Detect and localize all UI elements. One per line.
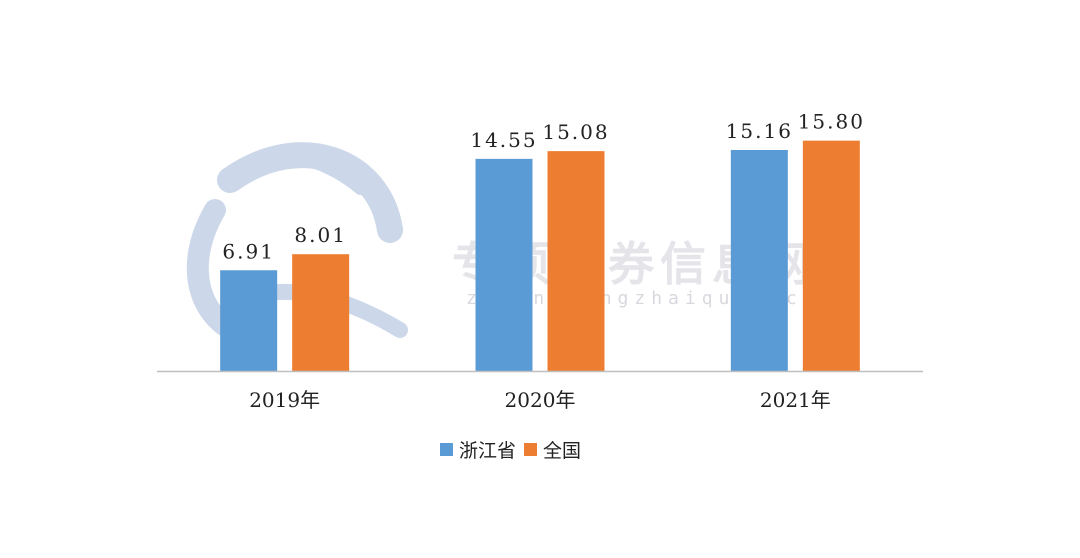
data-label-1-1: 6.91 xyxy=(222,239,275,263)
legend-swatch-series-1 xyxy=(440,443,453,456)
x-tick-label-2: 2020年 xyxy=(505,388,576,412)
x-tick-label-3: 2021年 xyxy=(760,388,831,412)
data-label-2-2: 15.08 xyxy=(542,120,609,144)
bar-1-3 xyxy=(730,149,788,371)
legend-label-series-1: 浙江省 xyxy=(459,440,517,462)
legend-label-series-2: 全国 xyxy=(543,440,582,462)
bar-1-1 xyxy=(220,270,278,371)
bar-2-3 xyxy=(802,140,860,371)
legend-item-series-1: 浙江省 xyxy=(440,436,516,463)
data-label-1-3: 15.16 xyxy=(726,119,793,143)
data-label-2-3: 15.80 xyxy=(798,110,865,134)
bar-2-1 xyxy=(292,254,350,371)
data-label-1-2: 14.55 xyxy=(470,128,537,152)
bar-1-2 xyxy=(475,158,533,371)
legend: 浙江省 全国 xyxy=(440,436,589,463)
legend-item-series-2: 全国 xyxy=(524,436,581,463)
bar-2-2 xyxy=(547,151,605,371)
x-tick-label-1: 2019年 xyxy=(249,388,320,412)
data-label-2-1: 8.01 xyxy=(294,223,347,247)
legend-swatch-series-2 xyxy=(524,443,538,456)
